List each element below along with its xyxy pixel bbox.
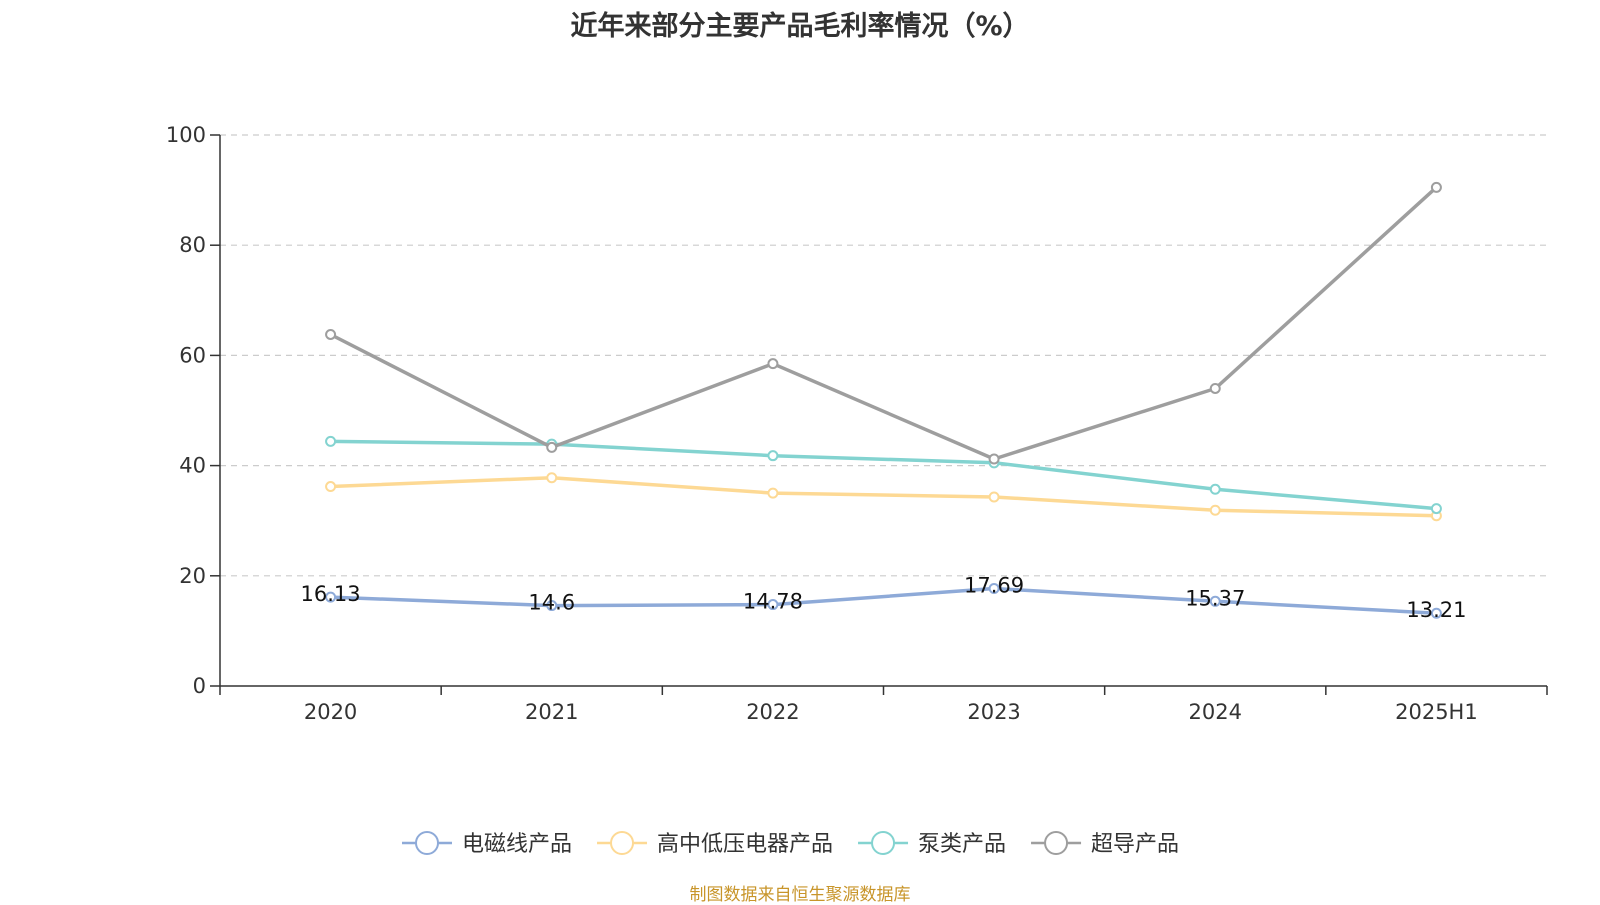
x-tick-label: 2022 [746,700,799,724]
data-label: 17.69 [964,574,1024,598]
data-point [767,487,779,499]
data-point [325,591,337,603]
legend-marker [415,831,439,855]
y-tick-label: 0 [193,674,206,698]
x-tick-label: 2023 [967,700,1020,724]
data-point [767,358,779,370]
legend-label: 超导产品 [1091,832,1179,857]
series-line [330,475,1437,518]
data-point [1430,181,1442,193]
series-line [330,586,1437,615]
legend-marker [1044,831,1069,855]
y-tick-label: 40 [179,454,206,478]
x-tick-label: 2024 [1189,700,1242,724]
data-point [325,435,337,447]
legend-marker [610,831,635,855]
x-tick-label: 2025H1 [1395,700,1478,724]
legend-marker [871,831,896,855]
data-point [767,599,779,611]
data-label: 16.13 [301,582,361,606]
legend-label: 泵类产品 [918,832,1006,857]
data-label: 14.78 [743,590,803,614]
legend-label: 电磁线产品 [462,832,572,857]
data-point [988,583,1000,595]
data-point [767,450,779,462]
data-point [988,453,1000,465]
legend-label: 高中低压电器产品 [657,832,833,857]
data-point [1209,595,1221,607]
y-tick-label: 80 [179,233,206,257]
data-label: 13.21 [1406,598,1466,622]
data-point [546,472,558,484]
data-point [1430,503,1442,515]
data-point [1209,382,1221,394]
data-point [325,481,337,493]
source-note: 制图数据来自恒生聚源数据库 [689,885,911,905]
data-point [1430,607,1442,619]
data-point [325,328,337,340]
data-point [546,441,558,453]
series-line [329,186,1438,461]
series-line [330,439,1437,511]
chart-title: 近年来部分主要产品毛利率情况（%） [570,11,1030,42]
y-tick-label: 20 [179,564,206,588]
data-label: 14.6 [528,591,575,615]
data-point [1209,504,1221,516]
x-tick-label: 2021 [525,700,578,724]
data-label: 15.37 [1185,586,1245,610]
data-point [1209,483,1221,495]
data-point [988,491,1000,503]
y-tick-label: 100 [166,123,206,147]
y-tick-label: 60 [179,343,206,367]
data-point [546,600,558,612]
x-tick-label: 2020 [304,700,357,724]
